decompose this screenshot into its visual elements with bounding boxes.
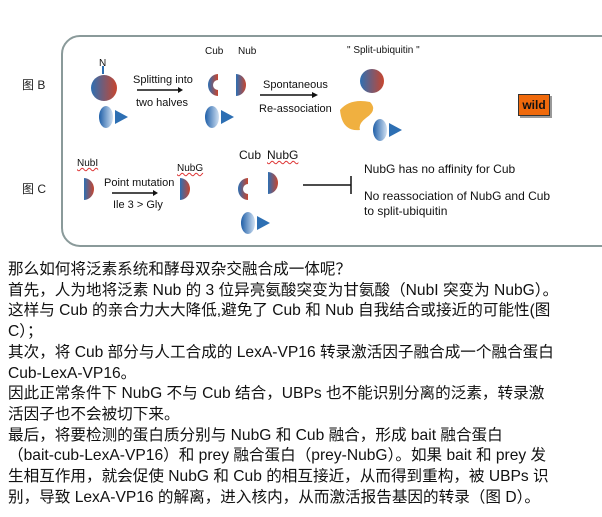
- reporter-icon: [205, 106, 234, 128]
- text-line: Cub-LexA-VP16。: [8, 364, 137, 382]
- spontaneous-label: Spontaneous: [263, 79, 328, 91]
- figure-graphics: [61, 35, 602, 247]
- no-reassociation-note-2: to split-ubiquitin: [364, 204, 448, 218]
- nubg-icon: [268, 172, 278, 194]
- nubg-label-c: NubG: [267, 148, 299, 162]
- text-line: 那么如何将泛素系统和酵母双杂交融合成一体呢？: [8, 261, 352, 278]
- split-ubiquitin-figure: 图 B 图 C N Splitting into two halves Cub …: [0, 0, 602, 250]
- split-label-top: Splitting into: [133, 74, 193, 86]
- wild-badge: wild: [518, 94, 550, 116]
- cub-label-c: Cub: [239, 148, 262, 162]
- text-line: 生相互作用，就会促使 NubG 和 Cub 的相互接近，从而得到重构，被 UBP…: [8, 468, 549, 486]
- text-line: 最后，将要检测的蛋白质分别与 NubG 和 Cub 融合，形成 bait 融合蛋…: [8, 426, 503, 444]
- text-line: 别，导致 LexA-VP16 的解离，进入核内，从而激活报告基因的转录（图 D）…: [8, 488, 540, 506]
- cub-icon: [238, 178, 248, 200]
- figure-c-label: 图 C: [22, 182, 47, 196]
- no-reassociation-note: No reassociation of NubG and Cub: [364, 189, 551, 203]
- figure-b-label: 图 B: [22, 78, 46, 92]
- text-line: C）；: [8, 323, 43, 341]
- mutation-detail-label: Ile 3 > Gly: [113, 199, 163, 211]
- text-line: （bait-cub-LexA-VP16）和 prey 融合蛋白（prey-Nub…: [8, 447, 547, 465]
- split-ubiquitin-icon: [360, 69, 384, 93]
- split-label-bottom: two halves: [136, 97, 188, 109]
- text-line: 首先，人为地将泛素 Nub 的 3 位异亮氨酸突变为甘氨酸（NubI 突变为 N…: [8, 281, 559, 299]
- explanation-paragraph: 那么如何将泛素系统和酵母双杂交融合成一体呢？ 首先，人为地将泛素 Nub 的 3…: [8, 260, 558, 508]
- reassociation-label: Re-association: [259, 103, 332, 115]
- nubi-label: NubI: [77, 158, 99, 169]
- text-line: 因此正常条件下 NubG 不与 Cub 结合，UBPs 也不能识别分离的泛素，转…: [8, 385, 545, 403]
- nub-label: Nub: [238, 46, 257, 57]
- cub-label: Cub: [205, 46, 224, 57]
- nubg-icon: [180, 178, 190, 200]
- no-affinity-note: NubG has no affinity for Cub: [364, 162, 516, 176]
- reporter-icon: [373, 119, 402, 141]
- nubg-small-label: NubG: [177, 163, 204, 174]
- nub-icon: [236, 74, 246, 96]
- n-label: N: [99, 58, 107, 69]
- cub-icon: [208, 74, 218, 96]
- arrow-icon: [260, 92, 318, 98]
- split-ubiquitin-label: " Split-ubiquitin ": [347, 45, 420, 56]
- reporter-icon: [99, 106, 128, 128]
- bait-protein-icon: [340, 101, 374, 131]
- reporter-icon: [241, 212, 270, 234]
- text-line: 其次，将 Cub 部分与人工合成的 LexA-VP16 转录激活因子融合成一个融…: [8, 343, 554, 361]
- text-line: 活因子也不会被切下来。: [8, 405, 180, 423]
- text-line: 这样与 Cub 的亲合力大大降低,避免了 Cub 和 Nub 自我结合或接近的可…: [8, 302, 551, 320]
- figure-frame: [61, 35, 602, 247]
- point-mutation-label: Point mutation: [104, 177, 175, 189]
- ubiquitin-icon: [91, 75, 117, 101]
- arrow-icon: [137, 87, 183, 93]
- nubi-icon: [84, 178, 94, 200]
- arrow-icon: [112, 190, 158, 196]
- inhibit-arrow-icon: [303, 176, 352, 194]
